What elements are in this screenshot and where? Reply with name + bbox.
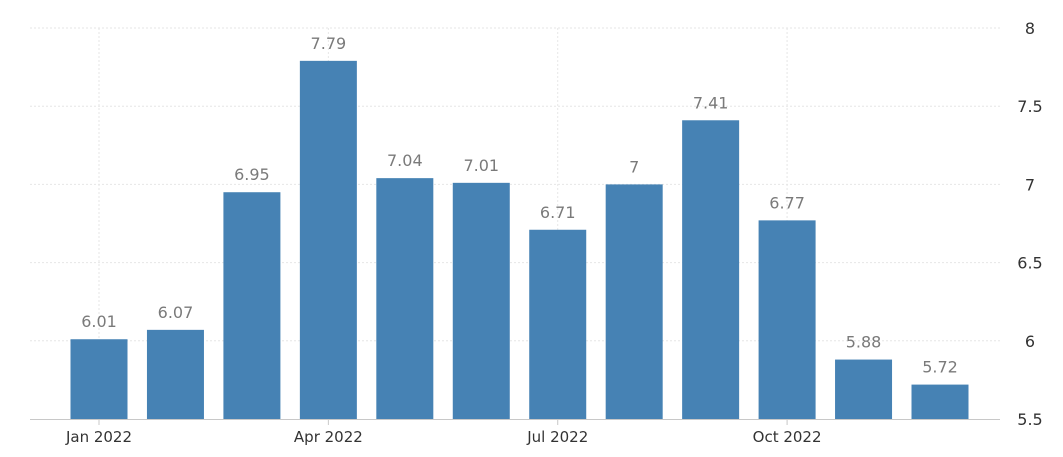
bar (70, 339, 128, 419)
data-label: 6.95 (234, 165, 270, 184)
y-tick-label: 6.5 (1017, 254, 1042, 273)
bar (835, 359, 893, 419)
bar (452, 182, 510, 419)
x-tick-label: Oct 2022 (753, 428, 822, 446)
bar (376, 178, 434, 419)
data-label: 7 (629, 157, 639, 176)
data-label: 6.07 (158, 303, 194, 322)
bar (605, 184, 663, 419)
data-label: 6.77 (769, 193, 805, 212)
data-label: 5.72 (922, 358, 958, 377)
data-label: 5.88 (846, 333, 882, 352)
y-axis: 5.5 6 6.5 7 7.5 8 (1017, 19, 1042, 429)
bar (146, 329, 204, 419)
x-axis: Jan 2022 Apr 2022 Jul 2022 Oct 2022 (30, 419, 1000, 446)
bar (223, 192, 281, 419)
bar (911, 384, 969, 419)
bar (758, 220, 816, 419)
data-label: 7.01 (463, 156, 499, 175)
y-tick-label: 7.5 (1017, 97, 1042, 116)
y-tick-label: 7 (1025, 175, 1035, 194)
y-tick-label: 5.5 (1017, 410, 1042, 429)
x-tick-label: Jan 2022 (65, 428, 132, 446)
y-tick-label: 8 (1025, 19, 1035, 38)
y-tick-label: 6 (1025, 332, 1035, 351)
bars (70, 60, 969, 420)
data-label: 6.01 (81, 312, 117, 331)
data-label: 7.41 (693, 93, 729, 112)
data-label: 7.79 (311, 34, 347, 53)
x-tick-label: Apr 2022 (294, 428, 363, 446)
data-label: 7.04 (387, 151, 423, 170)
bar (299, 60, 357, 420)
data-label: 6.71 (540, 203, 576, 222)
data-labels: 6.01 6.07 6.95 7.79 7.04 7.01 6.71 7 7.41 6.77 5.8… (81, 34, 958, 377)
x-tick-label: Jul 2022 (526, 428, 588, 446)
bar (682, 120, 740, 419)
bar (529, 229, 587, 419)
